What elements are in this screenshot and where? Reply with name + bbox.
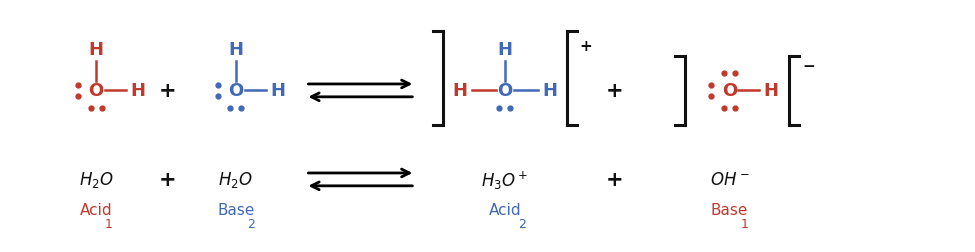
Text: O: O [89,82,103,100]
Text: 1: 1 [105,217,113,231]
Text: 1: 1 [740,217,748,231]
Text: +: + [159,81,176,101]
Text: Base: Base [217,202,254,217]
Text: Acid: Acid [80,202,112,217]
Text: +: + [159,170,176,190]
Text: H: H [542,82,558,100]
Text: 2: 2 [518,217,526,231]
Text: $OH^-$: $OH^-$ [710,171,749,189]
Text: H: H [763,82,779,100]
Text: O: O [497,82,513,100]
Text: +: + [605,81,623,101]
Text: H: H [497,41,513,59]
Text: $H_2O$: $H_2O$ [79,170,113,190]
Text: O: O [228,82,244,100]
Text: +: + [605,170,623,190]
Text: −: − [802,59,815,74]
Text: $H_3O^+$: $H_3O^+$ [482,169,528,191]
Text: H: H [228,41,243,59]
Text: $H_2O$: $H_2O$ [218,170,254,190]
Text: H: H [452,82,468,100]
Text: Base: Base [711,202,748,217]
Text: 2: 2 [247,217,254,231]
Text: H: H [270,82,285,100]
Text: H: H [89,41,103,59]
Text: O: O [722,82,737,100]
Text: Acid: Acid [488,202,522,217]
Text: +: + [580,39,593,54]
Text: H: H [131,82,145,100]
